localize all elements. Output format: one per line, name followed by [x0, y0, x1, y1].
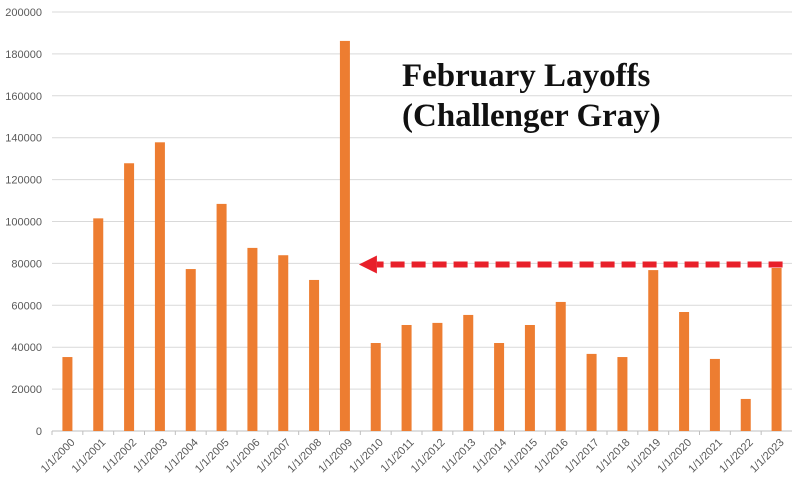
bar: [216, 203, 227, 431]
bar: [709, 358, 720, 431]
annotation-arrowhead: [358, 255, 377, 274]
chart-title-line-2: (Challenger Gray): [402, 98, 661, 134]
bar: [401, 324, 412, 431]
bar: [524, 324, 535, 431]
y-tick-label: 100000: [5, 217, 42, 229]
chart-title: February Layoffs (Challenger Gray): [402, 56, 661, 136]
bar: [93, 218, 104, 431]
bar: [309, 279, 320, 431]
y-tick-label: 180000: [5, 49, 42, 61]
bar: [339, 40, 350, 431]
bar: [679, 312, 690, 431]
bar: [494, 343, 505, 431]
x-tick-label: 1/1/2023: [748, 437, 787, 476]
bar: [617, 357, 628, 431]
y-tick-label: 60000: [11, 300, 42, 312]
y-tick-label: 40000: [11, 342, 42, 354]
bar: [124, 163, 135, 431]
bar: [370, 343, 381, 431]
y-tick-label: 160000: [5, 91, 42, 103]
bar: [555, 301, 566, 431]
bar: [62, 357, 73, 431]
bar: [278, 255, 289, 431]
y-tick-label: 0: [36, 426, 42, 438]
bar: [771, 268, 782, 431]
bar: [648, 270, 659, 431]
bar: [185, 269, 196, 431]
bar: [247, 247, 258, 431]
bar: [740, 398, 751, 431]
y-tick-label: 120000: [5, 175, 42, 187]
bar: [432, 322, 443, 431]
bar: [586, 353, 597, 431]
bar: [154, 142, 165, 431]
y-tick-label: 80000: [11, 258, 42, 270]
chart-title-line-1: February Layoffs: [402, 58, 651, 94]
y-tick-label: 200000: [5, 7, 42, 19]
x-tick-label: 1/1/2010: [347, 437, 386, 476]
bar: [463, 314, 474, 431]
y-tick-label: 20000: [11, 384, 42, 396]
y-tick-label: 140000: [5, 133, 42, 145]
